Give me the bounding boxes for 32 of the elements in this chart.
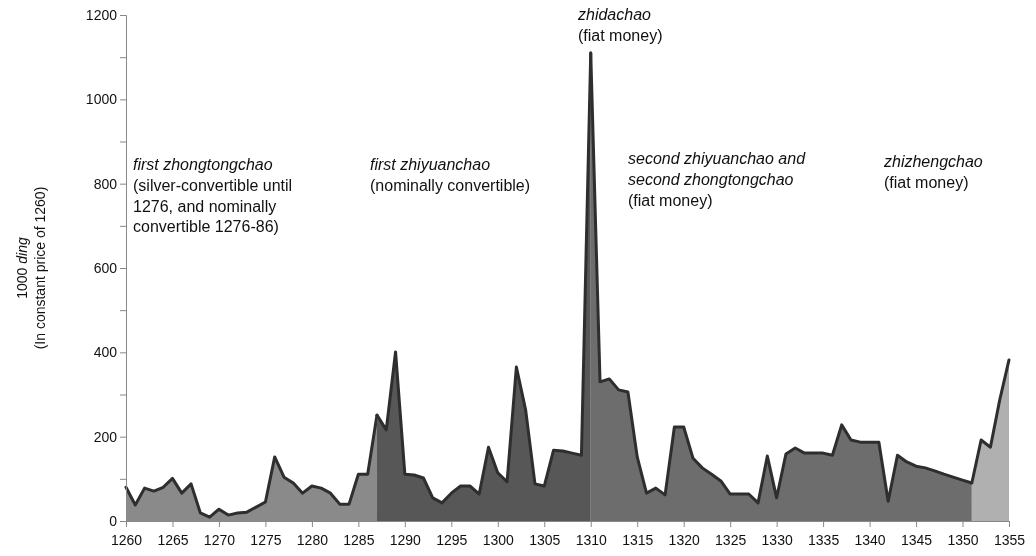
x-tick-label: 1325 — [715, 532, 747, 549]
x-tick-label: 1340 — [854, 532, 886, 549]
x-tick-label: 1295 — [436, 532, 468, 549]
x-tick-label: 1350 — [947, 532, 979, 549]
x-tick-label: 1305 — [529, 532, 561, 549]
y-tick-label: 400 — [93, 344, 118, 361]
x-tick-label: 1285 — [343, 532, 375, 549]
x-tick-label: 1330 — [761, 532, 793, 549]
x-tick-label: 1280 — [296, 532, 329, 549]
x-tick-label: 1270 — [203, 532, 236, 549]
x-tick-label: 1260 — [110, 532, 143, 549]
annotation: first zhiyuanchao (nominally convertible) — [370, 156, 531, 194]
x-tick-label: 1265 — [157, 532, 189, 549]
x-tick-label: 1355 — [993, 532, 1026, 549]
x-tick-label: 1345 — [900, 532, 933, 549]
y-tick-label: 800 — [93, 175, 118, 192]
annotation: second zhiyuanchao and second zhongtongchao (fiat money) — [628, 150, 807, 209]
annotation: zhizhengchao (fiat money) — [883, 153, 983, 191]
x-tick-label: 1290 — [389, 532, 422, 549]
x-tick-label: 1300 — [482, 532, 515, 549]
annotation: zhidachao (fiat money) — [577, 6, 663, 44]
x-tick-label: 1310 — [575, 532, 608, 549]
y-tick-label: 200 — [93, 428, 118, 445]
x-tick-label: 1315 — [622, 532, 654, 549]
annotation: first zhongtongchao (silver-convertible until 1276, and nominally convertible 1276-86) — [133, 156, 293, 236]
y-tick-label: 0 — [109, 512, 118, 529]
x-tick-label: 1320 — [668, 532, 700, 549]
y-tick-label: 1200 — [85, 6, 118, 23]
y-tick-label: 1000 — [85, 91, 118, 108]
y-tick-label: 600 — [93, 259, 118, 276]
x-tick-label: 1335 — [808, 532, 840, 549]
x-tick-label: 1275 — [250, 532, 282, 549]
